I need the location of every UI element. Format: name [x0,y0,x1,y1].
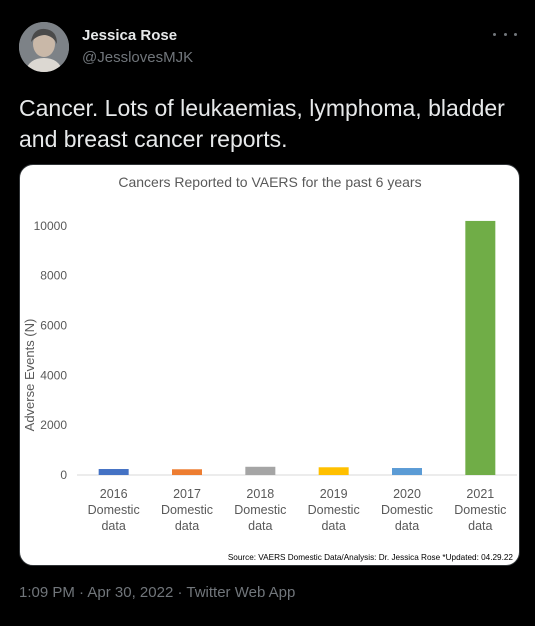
chart-title: Cancers Reported to VAERS for the past 6… [118,174,421,190]
bar-chart: Cancers Reported to VAERS for the past 6… [22,174,517,562]
x-tick-label: 2020 [393,487,421,501]
x-tick-label: 2019 [320,487,348,501]
y-tick-label: 0 [60,468,67,482]
x-tick-label: data [248,519,272,533]
x-axis-labels: 2016 Domestic data 2017 Domestic data 2018 Dome… [88,487,507,533]
x-tick-label: 2021 [466,487,494,501]
x-tick-label: Domestic [88,503,140,517]
x-tick-label: Domestic [161,503,213,517]
x-tick-label: data [101,519,125,533]
tweet-date[interactable]: Apr 30, 2022 [87,584,174,601]
bar-2019 [318,467,349,475]
x-tick-label: data [321,519,345,533]
bar-2021 [465,220,496,475]
tweet-source[interactable]: Twitter Web App [186,584,296,601]
x-tick-label: Domestic [234,503,286,517]
x-tick-label: Domestic [308,503,360,517]
y-tick-label: 6000 [40,319,67,333]
chart-source-note: Source: VAERS Domestic Data/Analysis: Dr… [228,553,514,562]
y-tick-label: 2000 [40,418,67,432]
y-axis: 0 2000 4000 6000 8000 10000 [34,219,68,482]
bar-2017 [172,469,202,475]
meta-separator: · [177,584,183,601]
tweet-media-chart[interactable]: Cancers Reported to VAERS for the past 6… [19,164,520,566]
user-name[interactable]: Jessica Rose [82,27,178,44]
x-tick-label: 2018 [246,487,274,501]
x-tick-label: data [175,519,199,533]
x-tick-label: Domestic [454,503,506,517]
tweet-meta: 1:09 PM · Apr 30, 2022 · Twitter Web App [19,584,295,601]
y-tick-label: 10000 [34,219,68,233]
avatar[interactable] [19,22,69,72]
bar-2016 [98,469,129,475]
meta-separator: · [79,584,85,601]
more-options-icon[interactable] [493,26,517,42]
x-tick-label: data [468,519,492,533]
tweet-text: Cancer. Lots of leukaemias, lymphoma, bl… [19,95,505,152]
x-tick-label: Domestic [381,503,433,517]
bar-2018 [245,466,276,475]
y-axis-label: Adverse Events (N) [22,319,37,432]
y-tick-label: 8000 [40,269,67,283]
avatar-image [19,22,69,72]
x-tick-label: 2016 [100,487,128,501]
bars [98,220,496,475]
user-handle[interactable]: @JesslovesMJK [82,49,194,66]
x-tick-label: 2017 [173,487,201,501]
tweet-time[interactable]: 1:09 PM [19,584,75,601]
x-tick-label: data [395,519,419,533]
y-tick-label: 4000 [40,368,67,382]
bar-2020 [392,468,422,475]
